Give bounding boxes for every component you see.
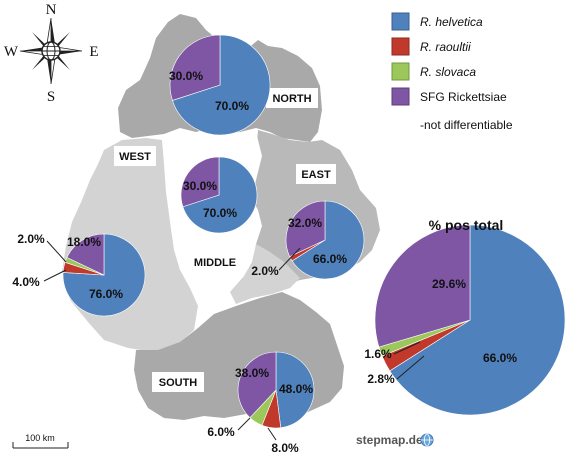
legend-swatch-slovaca bbox=[391, 62, 410, 81]
total-label-blue: 66.0% bbox=[483, 351, 517, 365]
scale-bar-label: 100 km bbox=[25, 433, 55, 443]
region-label-south: SOUTH bbox=[159, 377, 198, 389]
pie-south-slice-helvetica bbox=[275, 351, 315, 429]
north-label-purple: 30.0% bbox=[169, 69, 203, 83]
pie-total-slice-sfg bbox=[374, 224, 471, 348]
stepmap-attribution: stepmap.de bbox=[356, 433, 423, 447]
pie-south-slice-sfg bbox=[237, 351, 277, 419]
north-label-bg bbox=[266, 88, 318, 108]
west-label-bg bbox=[114, 146, 156, 166]
east-label-purple: 32.0% bbox=[288, 216, 322, 230]
compass-east: E bbox=[89, 44, 98, 60]
total-leader-green bbox=[393, 341, 421, 355]
pie-north-slice-helvetica bbox=[172, 34, 271, 136]
compass-south: S bbox=[47, 89, 55, 105]
west-leader-red bbox=[43, 269, 67, 282]
pie-middle-slice-sfg bbox=[180, 156, 220, 208]
east-label-red: 2.0% bbox=[251, 264, 279, 278]
legend-label-sfg: SFG Rickettsiae bbox=[420, 90, 507, 104]
legend-label-not-differentiable: -not differentiable bbox=[420, 118, 513, 132]
compass-west: W bbox=[4, 44, 19, 60]
middle-label-purple: 30.0% bbox=[183, 179, 217, 193]
legend-swatch-sfg bbox=[391, 87, 410, 106]
pie-east-slice-sfg bbox=[285, 200, 326, 258]
compass-rose-icon bbox=[19, 17, 83, 85]
legend-swatch-helvetica bbox=[391, 12, 410, 31]
compass-north: N bbox=[46, 2, 57, 18]
total-label-red: 2.8% bbox=[367, 372, 395, 386]
legend-label-helvetica: R. helvetica bbox=[420, 15, 483, 29]
south-label-blue: 48.0% bbox=[279, 382, 313, 396]
region-east-light-shape bbox=[230, 244, 300, 304]
south-label-red: 8.0% bbox=[271, 441, 299, 455]
west-label-blue: 76.0% bbox=[89, 287, 123, 301]
east-leader-red bbox=[278, 247, 301, 271]
legend: R. helvetica R. raoultii R. slovaca SFG … bbox=[391, 12, 513, 132]
south-label-green: 6.0% bbox=[207, 425, 235, 439]
south-label-purple: 38.0% bbox=[235, 366, 269, 380]
pie-middle-slice-helvetica bbox=[182, 156, 258, 234]
west-leader-green bbox=[46, 240, 67, 263]
west-label-red: 4.0% bbox=[12, 275, 40, 289]
south-leader-red bbox=[267, 427, 277, 441]
pie-north-slice-sfg bbox=[169, 34, 221, 101]
pie-charts bbox=[62, 34, 566, 429]
legend-label-raoultii: R. raoultii bbox=[420, 40, 471, 54]
south-label-bg bbox=[152, 372, 204, 392]
pie-west-slice-sfg bbox=[66, 233, 105, 276]
middle-label-blue: 70.0% bbox=[203, 206, 237, 220]
region-label-middle: MIDDLE bbox=[194, 257, 236, 269]
region-label-west: WEST bbox=[119, 151, 151, 163]
total-chart-title: % pos total bbox=[429, 217, 504, 233]
total-leader-red bbox=[396, 355, 425, 380]
scale-bar bbox=[12, 442, 69, 449]
total-label-green: 1.6% bbox=[364, 347, 392, 361]
globe-icon bbox=[420, 433, 434, 447]
west-label-purple: 18.0% bbox=[67, 235, 101, 249]
region-label-north: NORTH bbox=[272, 93, 311, 105]
west-label-green: 2.0% bbox=[17, 232, 45, 246]
south-leader-green bbox=[237, 417, 251, 431]
pie-east-slice-helvetica bbox=[291, 200, 365, 280]
east-label-bg bbox=[296, 164, 336, 184]
total-label-purple: 29.6% bbox=[432, 277, 466, 291]
pie-total-slice-helvetica bbox=[389, 224, 566, 416]
legend-swatch-raoultii bbox=[391, 37, 410, 56]
north-label-blue: 70.0% bbox=[215, 99, 249, 113]
legend-label-slovaca: R. slovaca bbox=[420, 65, 476, 79]
east-label-blue: 66.0% bbox=[313, 252, 347, 266]
region-label-east: EAST bbox=[301, 169, 331, 181]
